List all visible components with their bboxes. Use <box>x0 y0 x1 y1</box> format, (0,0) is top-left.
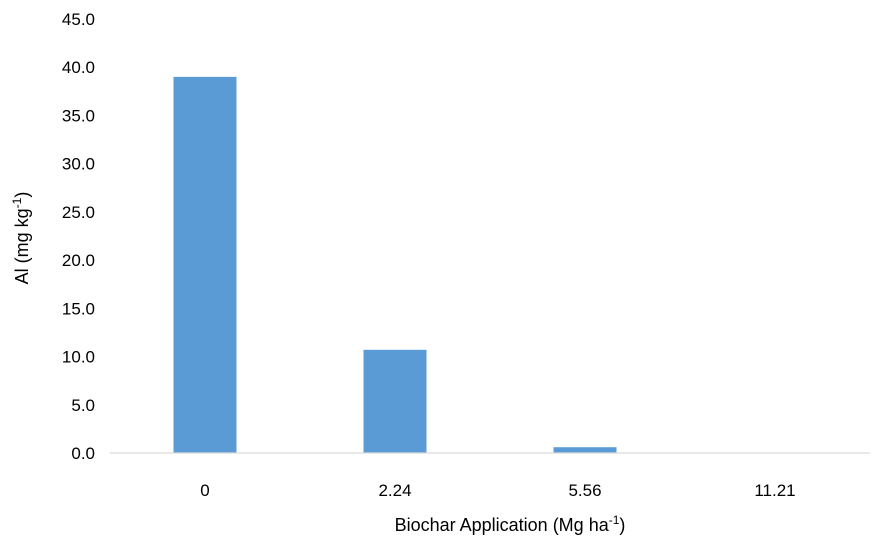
x-tick-label: 11.21 <box>754 481 795 500</box>
bar <box>553 447 617 453</box>
y-tick-label: 25.0 <box>62 203 95 222</box>
bar <box>173 76 237 453</box>
y-tick-label: 40.0 <box>62 58 95 77</box>
y-tick-label: 45.0 <box>62 10 95 29</box>
bar <box>363 349 427 453</box>
y-axis-title: Al (mg kg-1) <box>10 192 32 285</box>
x-tick-label: 5.56 <box>568 481 601 500</box>
x-tick-label: 0 <box>200 481 209 500</box>
x-axis-tick-labels: 0 2.24 5.56 11.21 <box>200 481 795 500</box>
y-tick-label: 5.0 <box>71 396 95 415</box>
y-tick-label: 0.0 <box>71 444 95 463</box>
y-tick-label: 10.0 <box>62 348 95 367</box>
y-tick-label: 20.0 <box>62 251 95 270</box>
x-tick-label: 2.24 <box>378 481 411 500</box>
y-tick-label: 30.0 <box>62 155 95 174</box>
x-axis-title: Biochar Application (Mg ha-1) <box>395 513 626 535</box>
y-tick-label: 15.0 <box>62 299 95 318</box>
y-tick-label: 35.0 <box>62 106 95 125</box>
bars <box>173 76 617 453</box>
y-axis-tick-labels: 0.0 5.0 10.0 15.0 20.0 25.0 30.0 35.0 40.0 45.0 <box>62 10 95 463</box>
